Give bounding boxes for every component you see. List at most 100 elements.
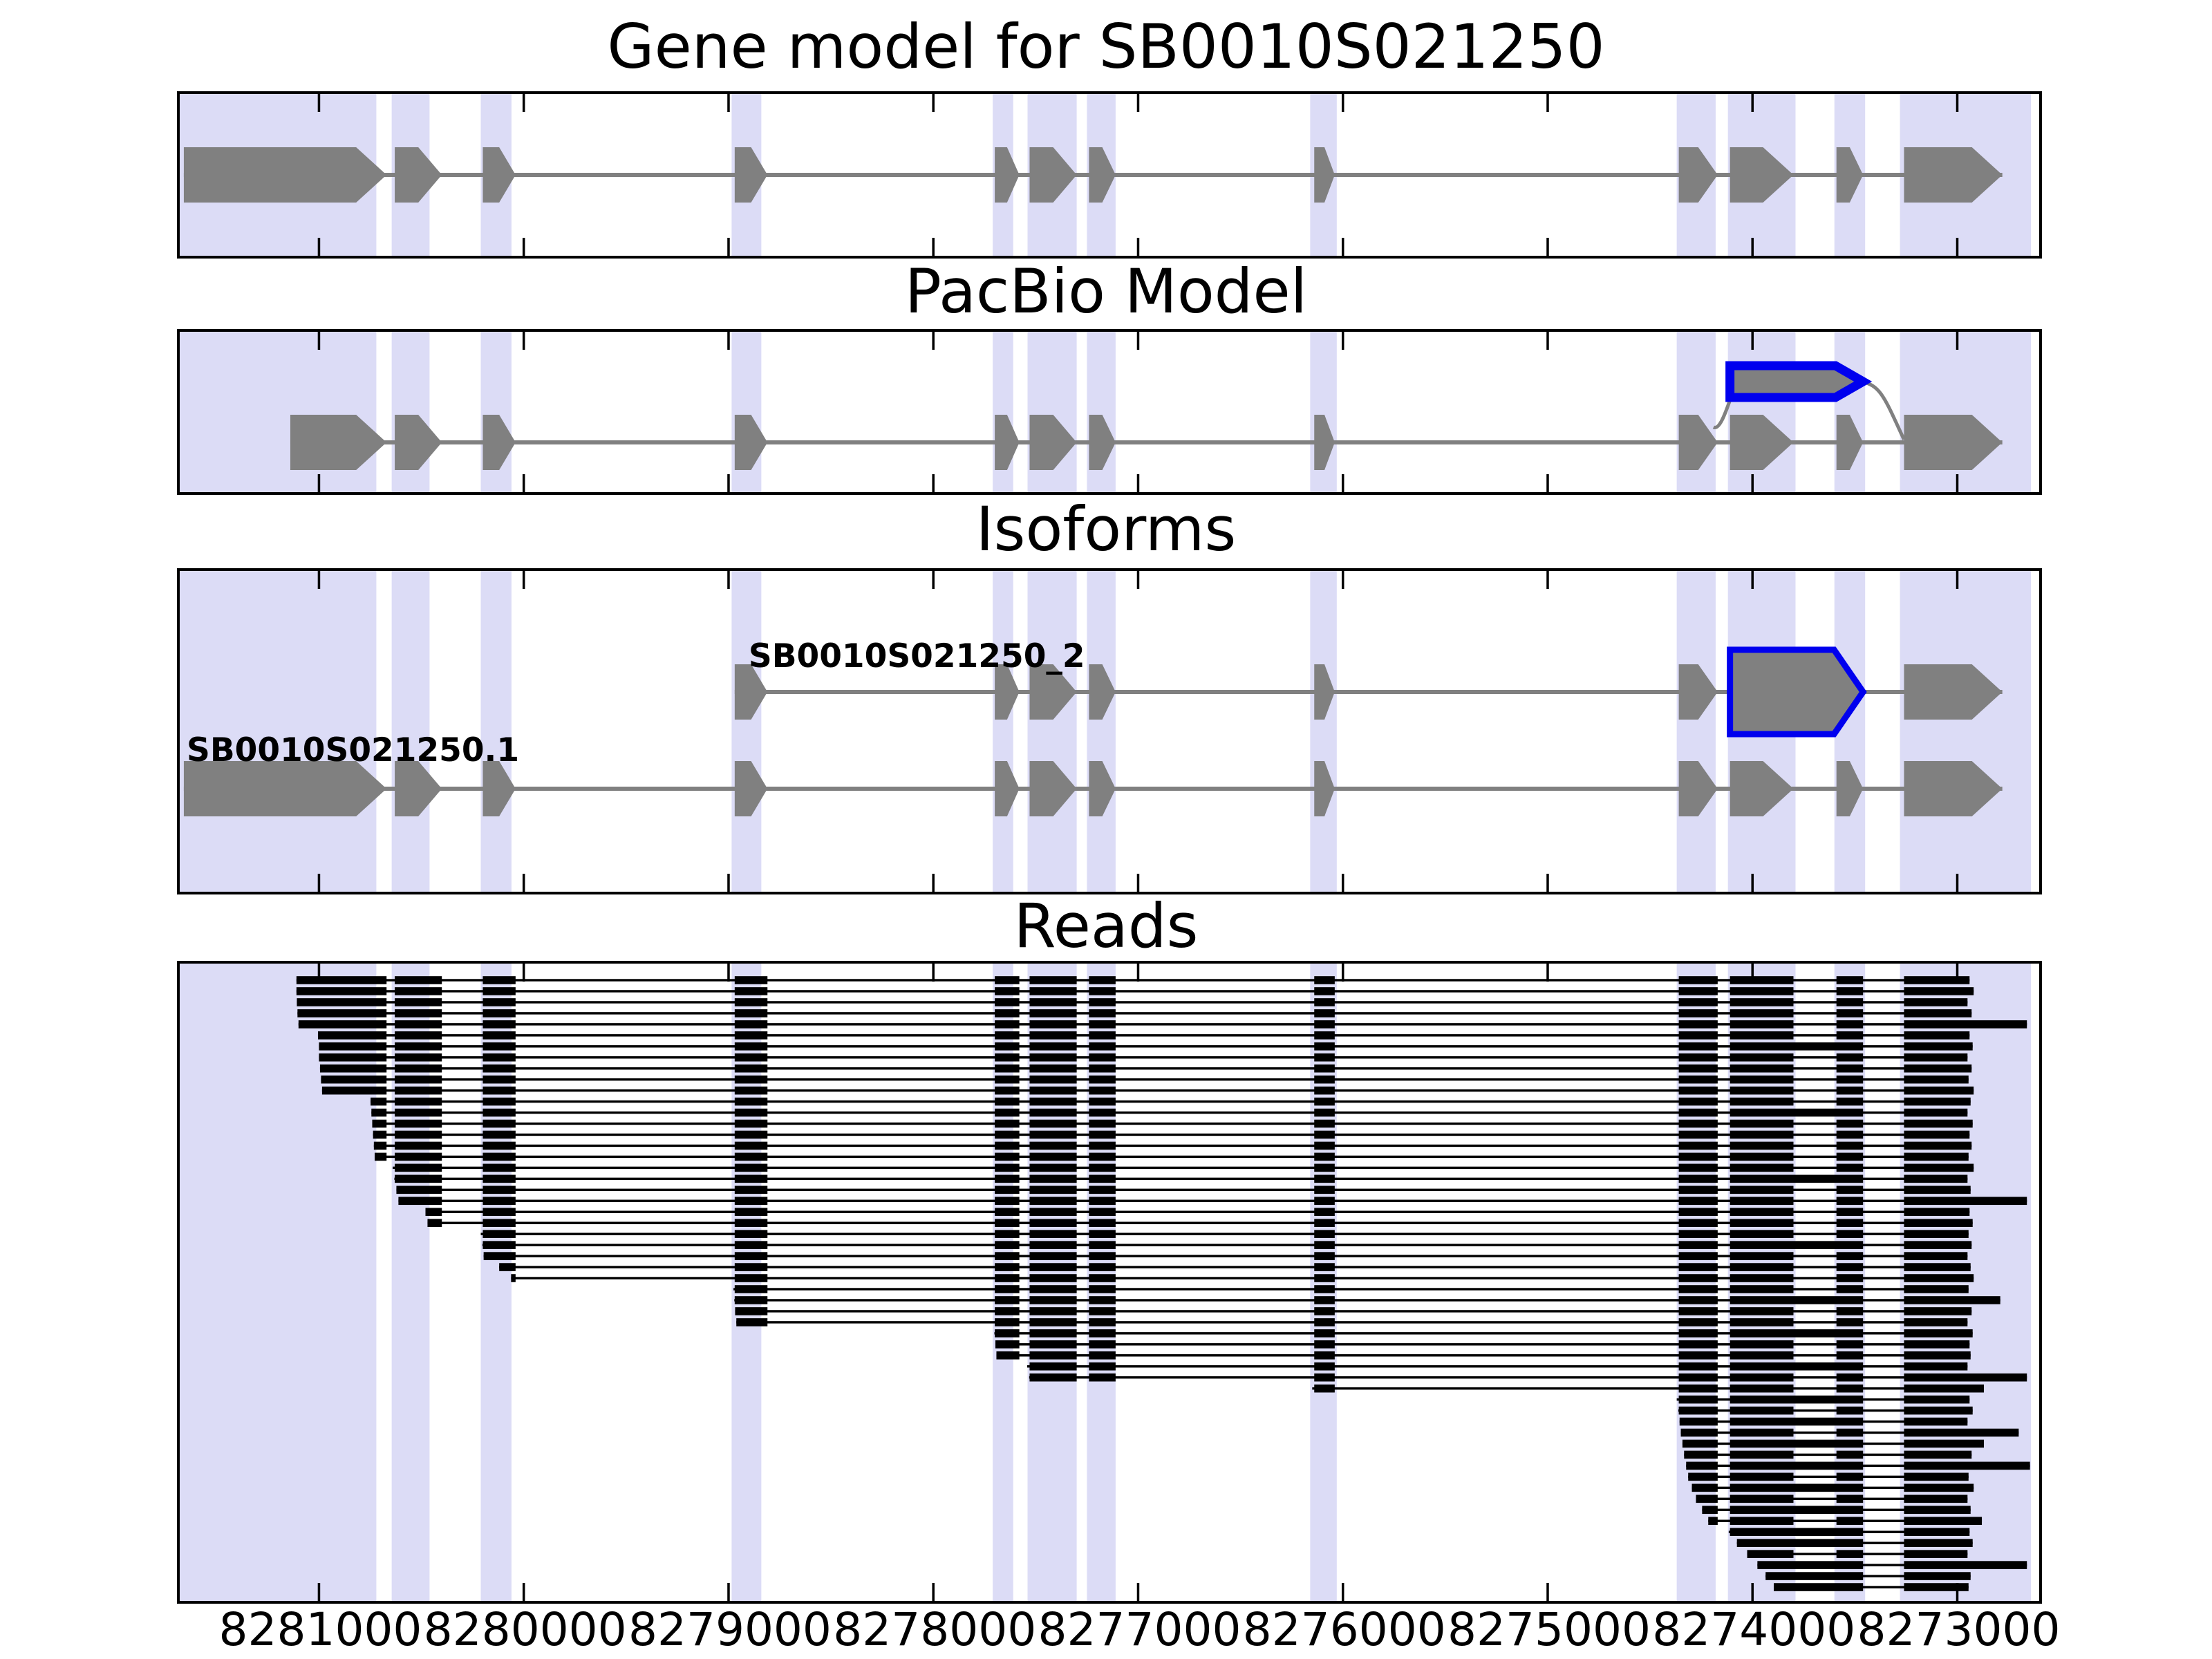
read-exon-block	[1089, 1174, 1116, 1183]
axis-tick	[1136, 964, 1140, 982]
read-row	[1029, 1373, 2027, 1382]
read-exon-block	[395, 987, 442, 995]
axis-tick	[317, 1583, 321, 1601]
read-exon-block	[395, 1152, 442, 1161]
read-exon-block	[1730, 1020, 1794, 1029]
read-exon-block	[1730, 1053, 1794, 1062]
x-tick-label: 8275000	[1447, 1603, 1651, 1656]
read-exon-block	[995, 1064, 1020, 1073]
read-row	[1027, 1362, 1968, 1371]
read-intron-line	[1029, 1376, 2027, 1379]
axis-tick	[522, 238, 525, 256]
read-exon-block	[1904, 1252, 1968, 1260]
read-exon-block	[995, 1108, 1020, 1117]
read-exon-block	[734, 1285, 768, 1293]
read-exon-block	[1089, 1031, 1116, 1040]
axis-tick	[1546, 332, 1549, 350]
read-exon-block	[1314, 1075, 1335, 1084]
read-exon-block	[1678, 1395, 1718, 1404]
read-exon-block	[375, 1152, 387, 1161]
read-exon-block	[995, 1152, 1020, 1161]
read-exon-block	[482, 987, 516, 995]
read-exon-block	[1314, 1241, 1335, 1249]
axis-tick	[1546, 474, 1549, 492]
read-exon-block	[482, 1020, 516, 1029]
read-exon-block	[319, 1042, 387, 1051]
read-exon-block	[1730, 1086, 1794, 1095]
exon	[1730, 761, 1794, 816]
read-exon-block	[1691, 1483, 1718, 1492]
read-row	[734, 1296, 2000, 1304]
read-intron-line	[298, 1023, 2027, 1026]
x-tick-label: 8273000	[1857, 1603, 2061, 1656]
read-exon-block	[427, 1219, 442, 1227]
read-exon-block	[1730, 1174, 1864, 1183]
exon	[1029, 761, 1077, 816]
read-row	[319, 1053, 1968, 1062]
read-exon-block	[371, 1097, 387, 1106]
exon	[183, 761, 387, 816]
read-row	[483, 1252, 1968, 1260]
read-intron-line	[398, 1199, 2027, 1202]
read-exon-block	[1730, 1373, 1794, 1382]
read-exon-block	[1836, 1141, 1864, 1150]
read-exon-block	[1904, 1395, 1970, 1404]
read-exon-block	[1029, 1307, 1077, 1315]
read-exon-block	[1836, 1373, 1864, 1382]
read-row	[1757, 1561, 2027, 1569]
read-exon-block	[1678, 976, 1718, 984]
read-exon-block	[321, 1086, 387, 1095]
read-exon-block	[995, 1097, 1020, 1106]
read-exon-block	[1730, 1197, 1794, 1206]
read-exon-block	[1730, 1307, 1794, 1315]
read-exon-block	[482, 1174, 516, 1183]
read-exon-block	[1029, 1042, 1077, 1051]
read-exon-block	[1029, 1119, 1077, 1128]
read-row	[296, 987, 1974, 995]
splice-curve-left	[1712, 397, 1733, 429]
read-exon-block	[482, 1130, 516, 1139]
axis-tick	[317, 874, 321, 892]
read-row	[1676, 1395, 1970, 1404]
read-exon-block	[1029, 1252, 1077, 1260]
highlight-band	[1900, 571, 2032, 892]
read-exon-block	[1774, 1583, 1864, 1591]
read-exon-block	[1314, 1208, 1335, 1217]
read-exon-block	[1730, 1108, 1864, 1117]
read-intron-line	[482, 1244, 1972, 1246]
read-exon-block	[1314, 1064, 1335, 1073]
exon	[1678, 415, 1718, 470]
exon	[1904, 147, 2003, 203]
read-exon-block	[395, 1108, 442, 1117]
read-row	[319, 1042, 1973, 1051]
read-exon-block	[1678, 1351, 1718, 1360]
read-exon-block	[1836, 1517, 1864, 1526]
read-exon-block	[1730, 1351, 1794, 1360]
read-exon-block	[734, 1031, 768, 1040]
read-intron-line	[499, 1266, 1971, 1268]
read-exon-block	[734, 1241, 768, 1249]
read-exon-block	[1029, 1097, 1077, 1106]
read-exon-block	[482, 1230, 516, 1238]
exon	[734, 664, 768, 720]
read-exon-block	[1314, 1263, 1335, 1271]
exon	[482, 761, 516, 816]
read-exon-block	[482, 1042, 516, 1051]
read-exon-block	[1678, 1174, 1718, 1183]
read-exon-block	[1730, 1075, 1794, 1084]
read-exon-block	[734, 976, 768, 984]
read-exon-block	[1836, 976, 1864, 984]
read-row	[373, 1141, 1972, 1150]
read-exon-block	[734, 1208, 768, 1217]
read-exon-block	[395, 1042, 442, 1051]
x-tick-label: 8274000	[1652, 1603, 1856, 1656]
read-intron-line	[1312, 1387, 1985, 1390]
axis-tick	[1751, 238, 1754, 256]
read-row	[996, 1351, 1971, 1360]
read-exon-block	[1314, 1141, 1335, 1150]
axis-tick	[522, 964, 525, 982]
read-intron-line	[1765, 1575, 1971, 1577]
read-row	[321, 1086, 1974, 1095]
read-exon-block	[1089, 1208, 1116, 1217]
read-row	[1702, 1506, 1971, 1515]
